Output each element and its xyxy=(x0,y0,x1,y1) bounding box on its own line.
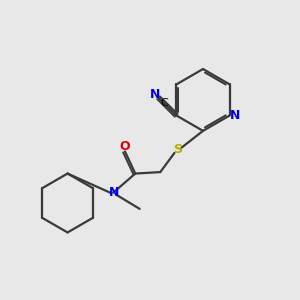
Text: N: N xyxy=(230,109,240,122)
Text: O: O xyxy=(120,140,130,153)
Text: N: N xyxy=(109,186,119,199)
Text: S: S xyxy=(173,143,182,157)
Text: C: C xyxy=(160,98,168,108)
Text: N: N xyxy=(150,88,160,101)
